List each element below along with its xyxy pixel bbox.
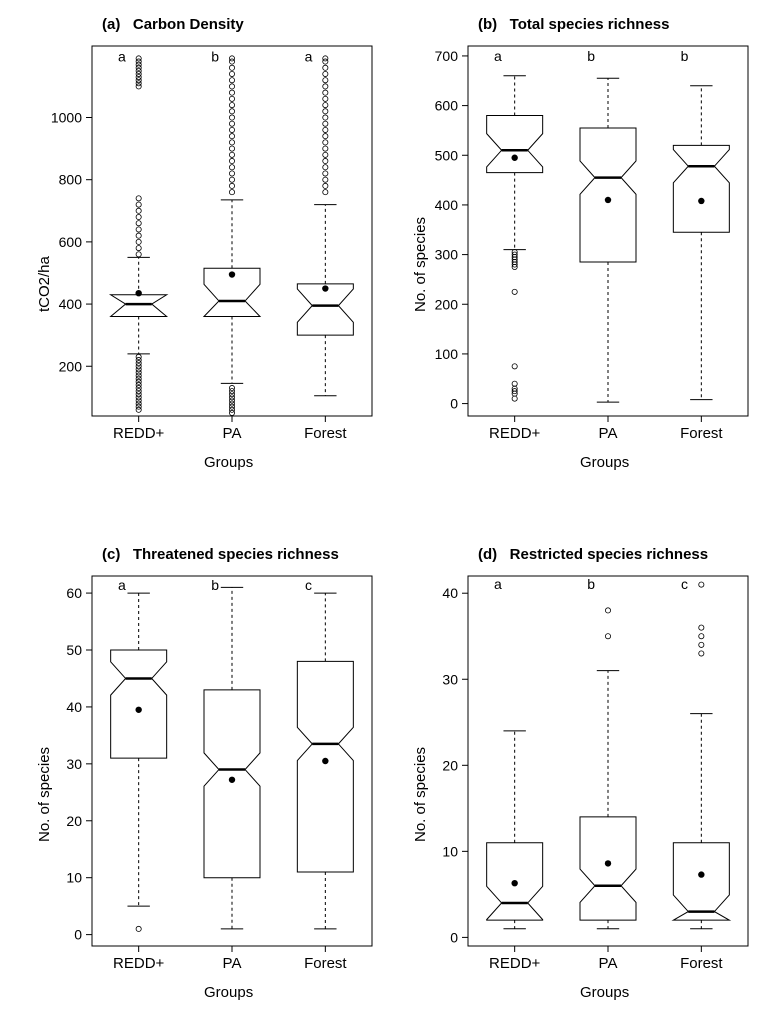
xlabel: Groups [204, 454, 253, 471]
ytick-label: 0 [450, 929, 458, 945]
category-label: REDD+ [113, 425, 165, 442]
panel-d-title: (d) Restricted species richness [478, 546, 708, 563]
panel-a: (a) Carbon Density tCO2/ha Groups 200 400 600… [32, 10, 392, 480]
ytick-label: 60 [66, 585, 82, 601]
xlabel: Groups [204, 984, 253, 1001]
panel-d-svg: 0 10 20 30 40 REDD+ a PA b Forest c [408, 540, 768, 1010]
panel-b: (b) Total species richness No. of species… [408, 10, 768, 480]
xlabel: Groups [580, 984, 629, 1001]
category-label: PA [223, 425, 242, 442]
ylabel: No. of species [412, 747, 429, 842]
panel-tag: (c) [102, 546, 120, 563]
ytick-label: 800 [59, 172, 83, 188]
panel-c: (c) Threatened species richness No. of sp… [32, 540, 392, 1010]
ytick-label: 100 [435, 346, 459, 362]
ytick-label: 400 [435, 197, 459, 213]
ytick-label: 500 [435, 147, 459, 163]
ytick-label: 0 [74, 927, 82, 943]
panel-b-title: (b) Total species richness [478, 16, 669, 33]
significance-letter: c [305, 577, 312, 593]
panel-tag: (a) [102, 16, 120, 33]
category-label: Forest [304, 955, 347, 972]
panel-c-title: (c) Threatened species richness [102, 546, 339, 563]
category-label: PA [599, 955, 618, 972]
ytick-label: 200 [59, 358, 83, 374]
ylabel: No. of species [36, 747, 53, 842]
significance-letter: b [587, 576, 595, 592]
panel-title-text: Total species richness [510, 16, 670, 33]
category-label: PA [599, 425, 618, 442]
ytick-label: 600 [435, 98, 459, 114]
panel-title-text: Restricted species richness [510, 546, 708, 563]
panel-a-svg: 200 400 600 800 1000 REDD+ a PA b Forest a [32, 10, 392, 480]
ytick-label: 300 [435, 247, 459, 263]
significance-letter: a [494, 48, 502, 64]
ytick-label: 40 [442, 585, 458, 601]
significance-letter: b [587, 48, 595, 64]
ytick-label: 30 [66, 756, 82, 772]
significance-letter: b [211, 49, 219, 65]
significance-letter: a [494, 576, 502, 592]
category-label: REDD+ [489, 425, 541, 442]
significance-letter: c [681, 576, 688, 592]
panel-d: (d) Restricted species richness No. of sp… [408, 540, 768, 1010]
ytick-label: 700 [435, 48, 459, 64]
xlabel: Groups [580, 454, 629, 471]
ytick-label: 600 [59, 234, 83, 250]
ytick-label: 1000 [51, 110, 82, 126]
ytick-label: 200 [435, 296, 459, 312]
significance-letter: a [118, 49, 126, 65]
panel-title-text: Carbon Density [133, 16, 244, 33]
ytick-label: 30 [442, 671, 458, 687]
category-label: PA [223, 955, 242, 972]
figure-container: (a) Carbon DensitytCO2/haGroups200400600… [0, 0, 778, 1035]
panel-tag: (b) [478, 16, 497, 33]
ytick-label: 10 [66, 870, 82, 886]
panel-b-svg: 0 100 200 300 400 500 600 700 REDD+ a PA b Forest b [408, 10, 768, 480]
significance-letter: b [681, 48, 689, 64]
category-label: REDD+ [489, 955, 541, 972]
category-label: Forest [304, 425, 347, 442]
panel-title-text: Threatened species richness [133, 546, 339, 563]
ytick-label: 20 [66, 813, 82, 829]
significance-letter: a [118, 577, 126, 593]
ytick-label: 400 [59, 296, 83, 312]
ylabel: tCO2/ha [36, 257, 53, 313]
significance-letter: a [305, 49, 313, 65]
ytick-label: 20 [442, 757, 458, 773]
panel-c-svg: 0 10 20 30 40 50 60 REDD+ a PA b Forest c [32, 540, 392, 1010]
significance-letter: b [211, 577, 219, 593]
ytick-label: 10 [442, 843, 458, 859]
ytick-label: 50 [66, 642, 82, 658]
ylabel: No. of species [412, 217, 429, 312]
ytick-label: 0 [450, 396, 458, 412]
category-label: Forest [680, 955, 723, 972]
category-label: REDD+ [113, 955, 165, 972]
category-label: Forest [680, 425, 723, 442]
panel-a-title: (a) Carbon Density [102, 16, 244, 33]
ytick-label: 40 [66, 699, 82, 715]
panel-tag: (d) [478, 546, 497, 563]
